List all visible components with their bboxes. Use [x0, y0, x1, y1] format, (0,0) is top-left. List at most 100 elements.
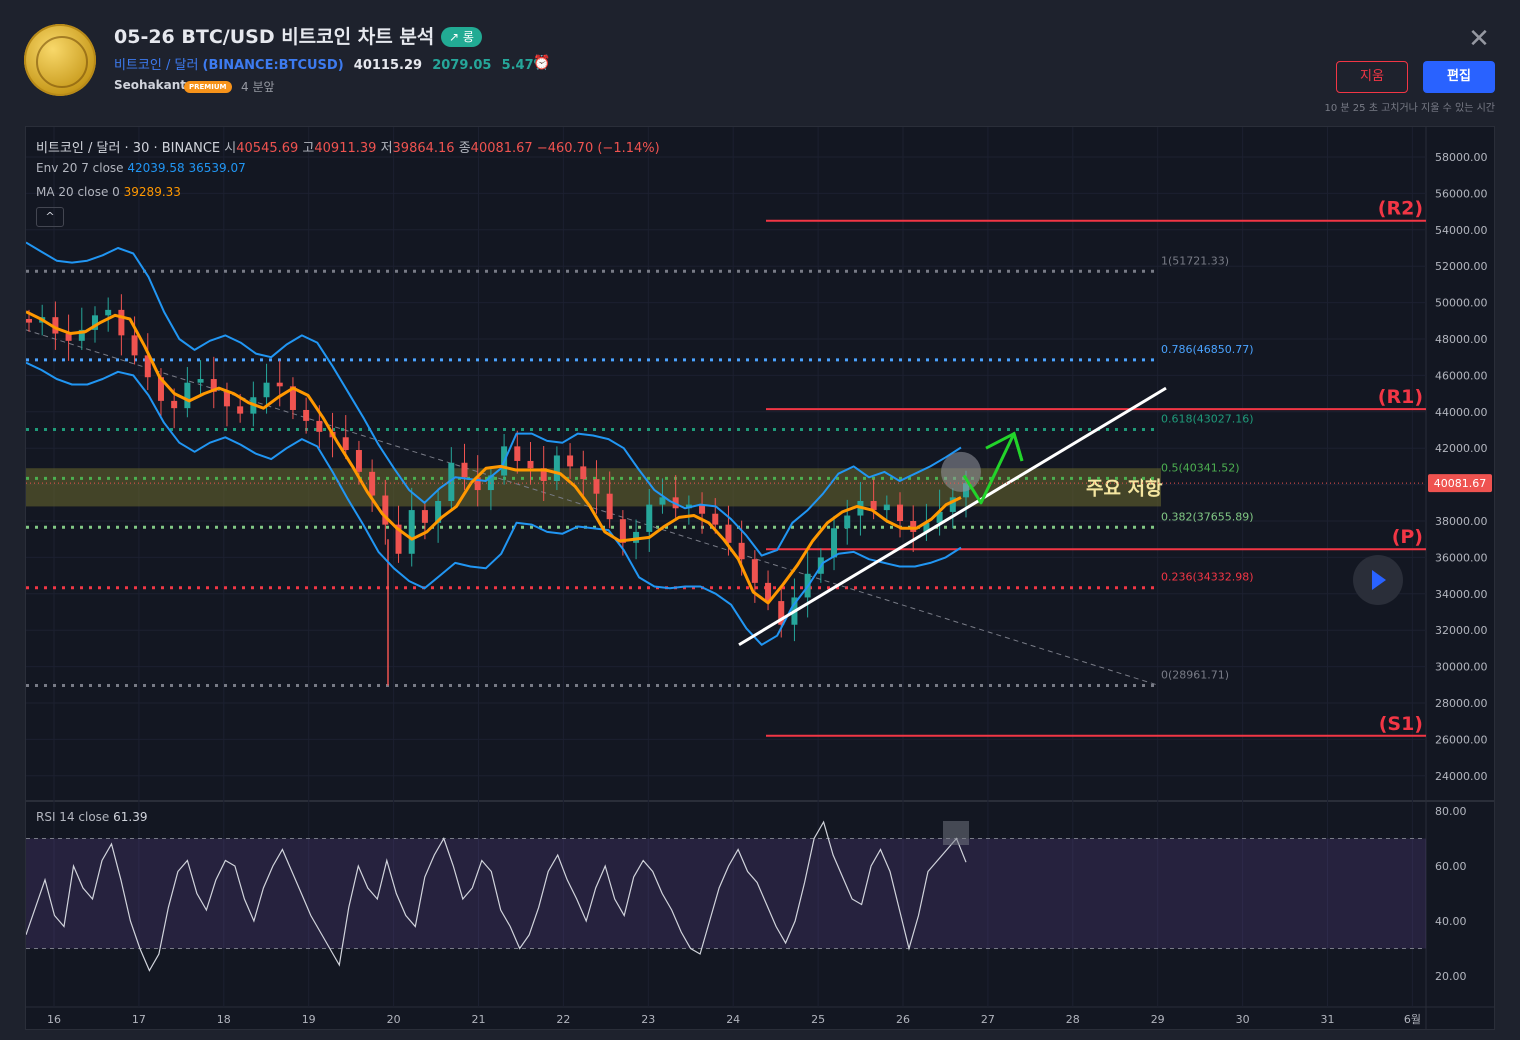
price-tick-label: 54000.00 — [1435, 224, 1488, 237]
edit-time-note: 10 분 25 초 고치거나 지울 수 있는 시간 — [1324, 103, 1495, 114]
author-avatar[interactable] — [24, 24, 96, 96]
candle-body — [580, 466, 587, 480]
alarm-clock-icon[interactable]: ⏰ — [533, 55, 551, 71]
sr-level-label: (S1) — [1379, 713, 1423, 735]
env-label: Env 20 7 close — [36, 161, 124, 175]
candle-body — [91, 315, 98, 330]
fib-level-label: 0.236(34332.98) — [1161, 571, 1254, 584]
candle-body — [712, 513, 719, 525]
rsi-highlight-box — [943, 821, 969, 845]
price-tick-label: 48000.00 — [1435, 333, 1488, 346]
legend-change: −460.70 (−1.14%) — [536, 141, 660, 156]
ma-label: MA 20 close 0 — [36, 185, 120, 199]
chart-area[interactable]: 16 17 18 19 20 21 22 23 24 25 26 27 28 29 30 31 6월 58000.… — [25, 126, 1495, 1030]
candle-body — [223, 391, 230, 407]
fib-level-label: 0.5(40341.52) — [1161, 461, 1240, 474]
time-tick-label: 18 — [217, 1013, 231, 1026]
candle-body — [778, 601, 785, 625]
time-tick-label: 19 — [302, 1013, 316, 1026]
fib-level-label: 0.786(46850.77) — [1161, 343, 1254, 356]
price-tick-label: 36000.00 — [1435, 551, 1488, 564]
time-tick-label: 25 — [811, 1013, 825, 1026]
candle-body — [65, 333, 72, 341]
price-tick-label: 24000.00 — [1435, 770, 1488, 783]
symbol-exchange-link[interactable]: (BINANCE:BTCUSD) — [202, 58, 344, 73]
time-tick-label: 30 — [1236, 1013, 1250, 1026]
candle-body — [633, 531, 640, 543]
candle-body — [197, 379, 204, 383]
time-tick-label: 17 — [132, 1013, 146, 1026]
play-icon — [1372, 570, 1386, 590]
envelope-lower-line — [26, 361, 962, 646]
candle-body — [553, 455, 560, 481]
candle-body — [699, 504, 706, 514]
price-chart-svg[interactable]: 16 17 18 19 20 21 22 23 24 25 26 27 28 29 30 31 6월 58000.… — [26, 127, 1495, 1030]
candle-body — [527, 460, 534, 469]
collapse-legend-button[interactable]: ^ — [36, 207, 64, 227]
candle-body — [936, 511, 943, 523]
price-change-pct: 5.47% — [501, 58, 547, 73]
delete-button[interactable]: 지움 — [1336, 61, 1408, 93]
envelope-upper-line — [26, 241, 962, 557]
candle-body — [171, 400, 178, 409]
play-replay-button[interactable] — [1353, 555, 1403, 605]
candle-body — [870, 500, 877, 511]
sr-level-label: (P) — [1392, 526, 1423, 548]
legend-close-label: 종 — [458, 141, 471, 156]
time-tick-label: 24 — [726, 1013, 740, 1026]
candle-body — [263, 382, 270, 398]
legend-open: 40545.69 — [236, 141, 299, 156]
rsi-band — [26, 838, 1426, 949]
candle-body — [408, 510, 415, 554]
candle-body — [910, 521, 917, 532]
idea-header: 05-26 BTC/USD 비트코인 차트 분석 ↗ 롱 비트코인 / 달러 (… — [0, 0, 1520, 125]
candle-body — [355, 450, 362, 472]
long-badge: ↗ 롱 — [441, 27, 482, 47]
close-icon[interactable]: ✕ — [1468, 24, 1490, 54]
candle-body — [105, 309, 112, 316]
candle-body — [897, 504, 904, 521]
time-tick-label: 26 — [896, 1013, 910, 1026]
time-tick-label: 27 — [981, 1013, 995, 1026]
time-tick-label: 20 — [387, 1013, 401, 1026]
price-tick-label: 30000.00 — [1435, 661, 1488, 674]
price-tick-label: 58000.00 — [1435, 151, 1488, 164]
env-upper: 42039.58 — [127, 161, 185, 175]
rsi-label: RSI 14 close — [36, 810, 110, 824]
downtrend-line — [26, 329, 1160, 686]
candle-body — [382, 495, 389, 525]
time-tick-label: 22 — [556, 1013, 570, 1026]
candle-body — [421, 510, 428, 523]
price-tick-label: 42000.00 — [1435, 442, 1488, 455]
candle-body — [184, 382, 191, 409]
time-tick-label: 16 — [47, 1013, 61, 1026]
price-tick-label: 46000.00 — [1435, 369, 1488, 382]
candle-body — [923, 522, 930, 532]
rsi-tick-label: 20.00 — [1435, 970, 1467, 983]
candle-body — [210, 379, 217, 392]
candle-body — [606, 493, 613, 520]
candle-body — [461, 462, 468, 478]
legend-symbol: 비트코인 / 달러 · 30 · BINANCE — [36, 141, 221, 156]
candle-body — [540, 468, 547, 481]
zone-label: 주요 저항 — [1086, 477, 1163, 499]
candle-body — [26, 318, 32, 323]
symbol-name-link[interactable]: 비트코인 / 달러 — [114, 58, 199, 73]
author-name[interactable]: Seohakant — [114, 78, 187, 92]
candle-body — [342, 437, 349, 451]
ma-legend: MA 20 close 0 39289.33 — [36, 185, 181, 199]
ma-value: 39289.33 — [123, 185, 181, 199]
time-tick-label: 23 — [641, 1013, 655, 1026]
candle-body — [725, 524, 732, 543]
candle-body — [567, 455, 574, 467]
candle-body — [289, 386, 296, 410]
candle-body — [646, 504, 653, 532]
time-tick-label: 31 — [1321, 1013, 1335, 1026]
time-tick-label: 21 — [472, 1013, 486, 1026]
time-tick-label: 6월 — [1404, 1013, 1421, 1026]
price-tick-label: 52000.00 — [1435, 260, 1488, 273]
price-tick-label: 38000.00 — [1435, 515, 1488, 528]
projection-arrow-head — [985, 431, 1024, 462]
edit-button[interactable]: 편집 — [1423, 61, 1495, 93]
candle-body — [659, 497, 666, 505]
